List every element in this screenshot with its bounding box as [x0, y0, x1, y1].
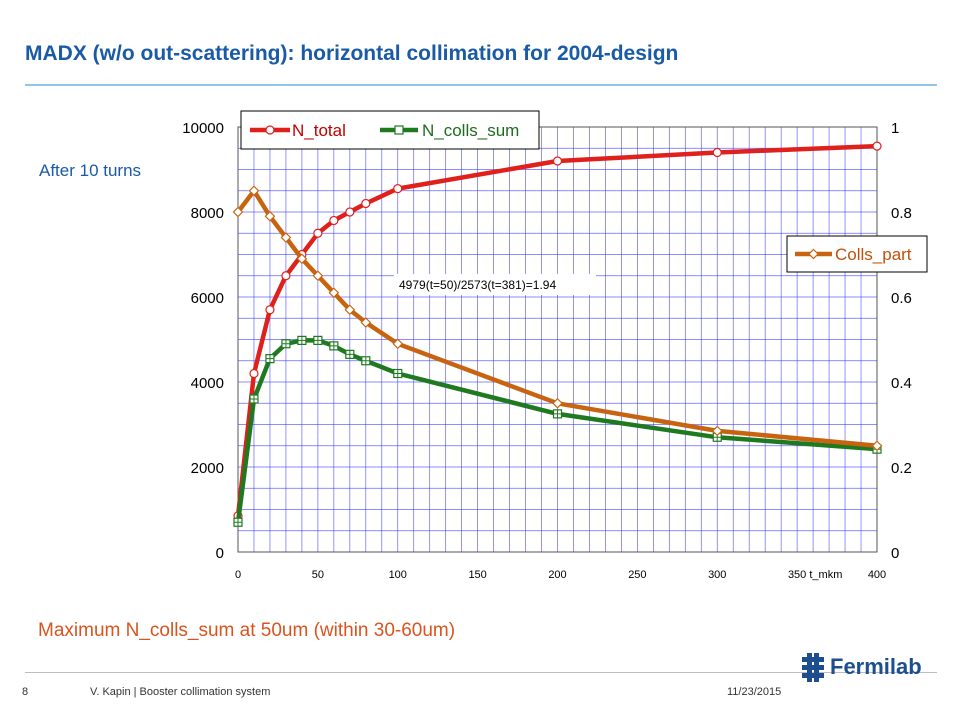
y-right-tick-label: 1 — [891, 120, 899, 137]
data-point-Colls_part — [264, 210, 276, 222]
data-point-N_total — [329, 215, 339, 226]
legend-label-N_colls_sum: N_colls_sum — [422, 121, 519, 140]
data-point-N_total — [249, 368, 259, 379]
footer-author: V. Kapin | Booster collimation system — [90, 686, 271, 698]
fermilab-logo-text: Fermilab — [830, 654, 922, 679]
chart-plot-area: 0 2000 4000 6000 8000 10000 0 0.2 0.4 0.6 0.8 1 0 50 1… — [182, 110, 928, 581]
x-tick-label: 350 — [788, 569, 806, 581]
footer-page-number: 8 — [22, 686, 29, 698]
legend-marker-Colls_part — [808, 248, 819, 260]
y-left-tick-label: 6000 — [191, 290, 224, 307]
y-left-tick-label: 2000 — [191, 460, 224, 477]
data-point-N_total — [281, 271, 291, 281]
footer-divider — [25, 672, 937, 673]
legend-marker-N_total — [265, 125, 275, 135]
legend-label-N_total: N_total — [292, 121, 346, 140]
data-point-N_total — [393, 184, 403, 194]
y-left-tick-label: 8000 — [191, 205, 224, 222]
x-tick-label: 100 — [389, 569, 407, 581]
legend-label-Colls_part: Colls_part — [835, 245, 912, 264]
data-point-Colls_part — [871, 440, 883, 452]
slide-title: MADX (w/o out-scattering): horizontal co… — [25, 42, 679, 65]
data-point-Colls_part — [360, 317, 372, 328]
after-turns-note: After 10 turns — [36, 160, 145, 182]
data-point-Colls_part — [248, 185, 260, 197]
y-left-tick-label: 4000 — [191, 375, 224, 392]
data-point-N_total — [345, 207, 355, 217]
annotation-background — [394, 274, 596, 295]
ratio-annotation: 4979(t=50)/2573(t=381)=1.94 — [399, 278, 556, 292]
data-point-N_total — [712, 147, 722, 158]
data-point-Colls_part — [552, 397, 563, 409]
data-point-N_total — [361, 198, 371, 209]
x-tick-label: 150 — [468, 569, 486, 581]
data-point-Colls_part — [312, 270, 324, 282]
x-tick-label: 250 — [628, 569, 646, 581]
data-point-N_total — [313, 228, 323, 238]
x-axis-label: t_mkm — [809, 569, 842, 581]
data-point-Colls_part — [280, 232, 292, 243]
data-point-N_total — [872, 141, 882, 151]
data-point-N_total — [552, 156, 563, 166]
y-right-tick-label: 0.8 — [891, 205, 912, 222]
fermilab-logo-icon — [802, 653, 824, 682]
x-tick-label: 300 — [708, 569, 726, 581]
x-tick-label: 0 — [235, 569, 241, 581]
y-right-tick-label: 0 — [891, 545, 899, 562]
maximum-note: Maximum N_colls_sum at 50um (within 30-6… — [38, 620, 456, 641]
x-tick-label: 50 — [312, 569, 324, 581]
data-point-Colls_part — [711, 425, 723, 437]
y-right-tick-label: 0.4 — [891, 375, 912, 392]
x-tick-label: 200 — [548, 569, 566, 581]
data-point-Colls_part — [232, 206, 244, 218]
y-left-tick-label: 0 — [216, 545, 224, 562]
data-point-Colls_part — [296, 253, 308, 265]
data-point-Colls_part — [392, 338, 404, 350]
title-divider — [25, 84, 937, 86]
y-right-tick-label: 0.2 — [891, 460, 912, 477]
x-tick-label: 400 — [868, 569, 886, 581]
footer-date: 11/23/2015 — [727, 686, 782, 698]
data-point-Colls_part — [344, 304, 356, 316]
y-left-tick-label: 10000 — [182, 120, 224, 137]
data-point-N_total — [265, 305, 275, 315]
y-right-tick-label: 0.6 — [891, 290, 912, 307]
data-point-Colls_part — [328, 287, 340, 299]
legend-marker-N_colls_sum — [394, 125, 404, 135]
